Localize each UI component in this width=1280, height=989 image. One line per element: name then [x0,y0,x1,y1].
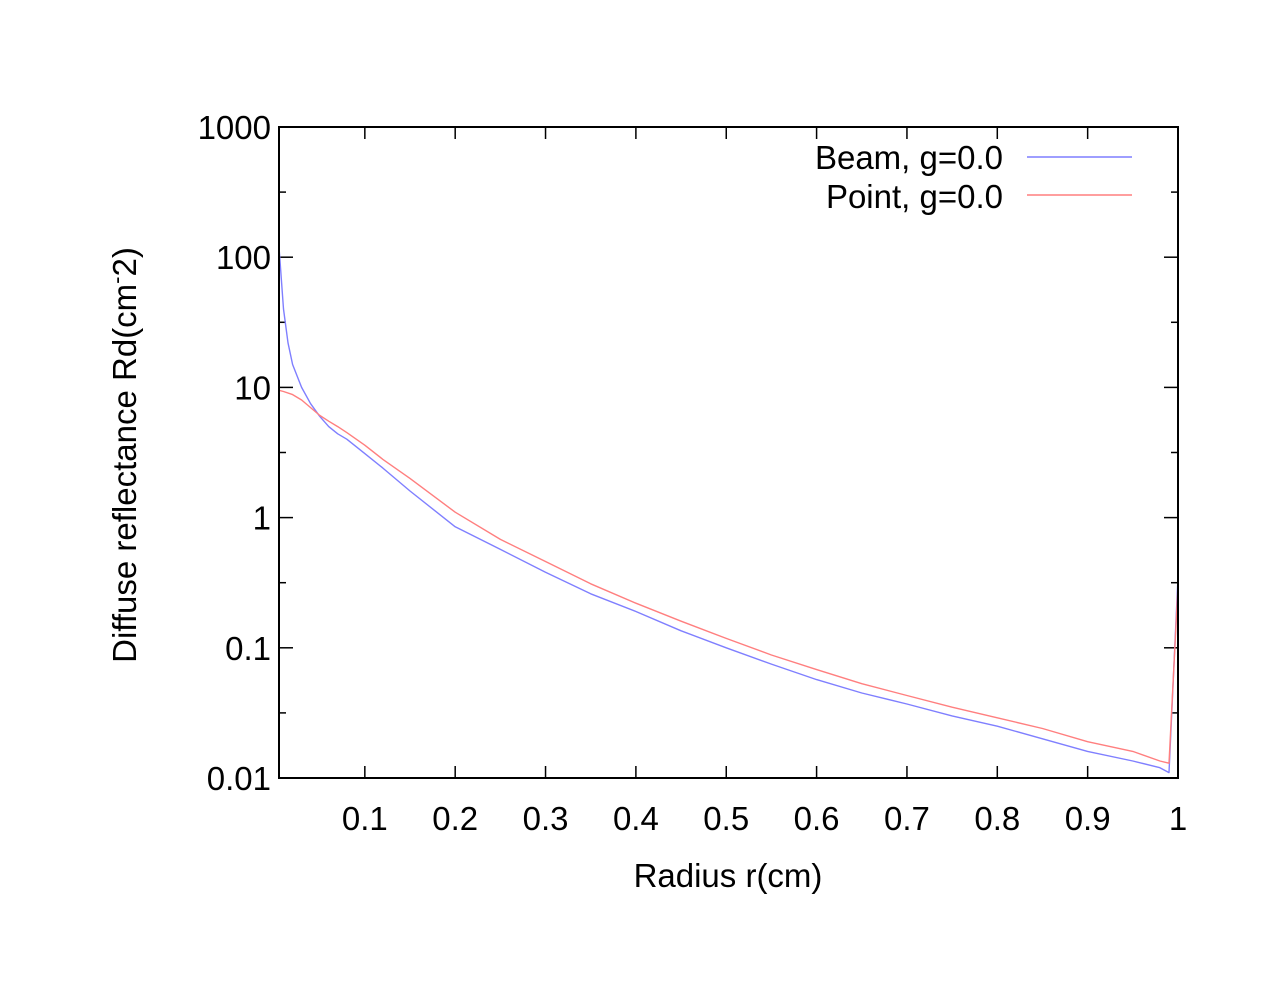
plot-frame [278,126,1179,779]
y-tick-label: 100 [216,239,271,276]
legend: Beam, g=0.0 Point, g=0.0 [815,139,1132,215]
x-tick-label: 0.3 [523,800,569,837]
x-tick-label: 0.5 [703,800,749,837]
series-layer [278,246,1179,774]
x-tick-label: 0.9 [1065,800,1111,837]
series-line-beam [278,246,1179,774]
y-tick-label: 0.1 [225,630,271,667]
y-tick-label: 10 [234,369,271,406]
series-line-point [278,389,1179,764]
x-axis-label: Radius r(cm) [634,857,823,894]
y-tick-label: 1000 [198,109,271,146]
x-tick-label: 0.2 [432,800,478,837]
x-tick-labels: 0.1 0.2 0.3 0.4 0.5 0.6 0.7 0.8 0.9 1 [342,800,1187,837]
x-tick-label: 0.1 [342,800,388,837]
y-axis-label: Diffuse reflectance Rd(cm-2) [104,247,143,663]
x-tick-label: 0.8 [974,800,1020,837]
y-tick-label: 1 [253,500,271,537]
legend-label-beam: Beam, g=0.0 [815,139,1003,176]
y-axis-label-main: Diffuse reflectance Rd(cm [106,284,143,663]
legend-label-point: Point, g=0.0 [826,178,1003,215]
x-tick-label: 0.6 [794,800,840,837]
x-tick-label: 0.4 [613,800,659,837]
x-tick-label: 0.7 [884,800,930,837]
y-axis-label-tail: 2) [106,247,143,276]
ticks-layer [279,126,1179,779]
y-tick-label: 0.01 [207,760,271,797]
y-tick-labels: 1000 100 10 1 0.1 0.01 [198,109,271,797]
y-axis-label-superscript: - [104,276,129,283]
x-tick-label: 1 [1169,800,1187,837]
